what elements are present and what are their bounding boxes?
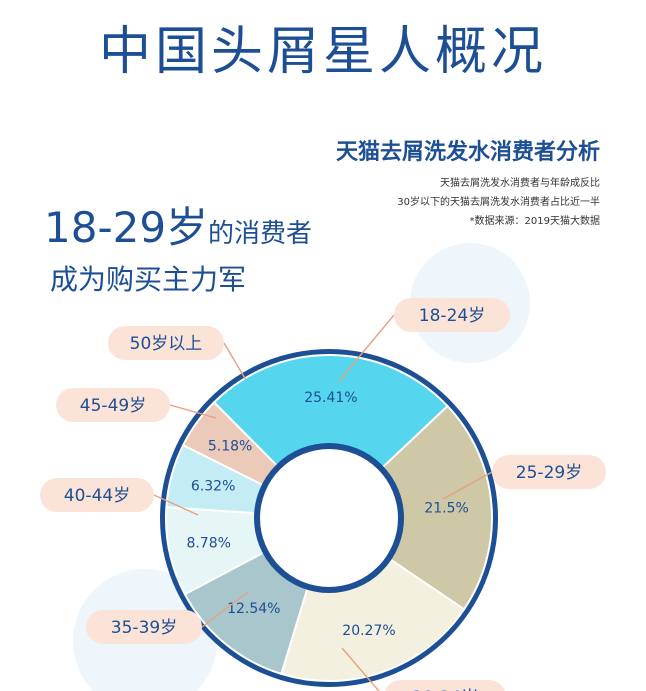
slice-value-label: 5.18% xyxy=(208,439,252,455)
category-label: 40-44岁 xyxy=(64,486,130,506)
callout-line xyxy=(201,591,249,628)
callout-bubble xyxy=(385,680,505,691)
callout-bubble xyxy=(56,388,170,422)
highlight-line2: 成为购买主力军 xyxy=(50,263,247,296)
slice-value-label: 12.54% xyxy=(227,601,280,617)
callout-line xyxy=(169,404,217,419)
slice-value-label: 20.27% xyxy=(342,623,395,639)
callout-bubble xyxy=(394,298,510,332)
category-label: 35-39岁 xyxy=(111,618,177,638)
category-label: 50岁以上 xyxy=(130,334,203,354)
callout-line xyxy=(153,494,199,516)
donut-inner-ring xyxy=(254,443,404,593)
highlight-age: 18-29岁 xyxy=(44,203,209,252)
category-label: 18-24岁 xyxy=(419,306,485,326)
data-source-note: *数据来源：2019天猫大数据 xyxy=(469,216,600,227)
callout-bubble xyxy=(108,326,224,360)
analysis-header: 天猫去屑洗发水消费者分析 天猫去屑洗发水消费者与年龄成反比 30岁以下的天猫去屑… xyxy=(336,134,600,231)
slice-value-label: 6.32% xyxy=(191,479,235,495)
slice-value-label: 25.41% xyxy=(304,390,357,406)
callout-bubble xyxy=(40,478,154,512)
donut-hole xyxy=(260,449,398,587)
category-label: 25-29岁 xyxy=(516,463,582,483)
highlight-headline: 18-29岁的消费者 xyxy=(44,207,312,250)
callout-line xyxy=(338,314,395,382)
slice-value-label: 8.78% xyxy=(186,536,230,552)
callout-bubble xyxy=(86,610,202,644)
analysis-title: 天猫去屑洗发水消费者分析 xyxy=(335,140,600,165)
callout-line xyxy=(223,342,247,381)
category-label: 30-34岁 xyxy=(412,688,478,691)
slice-value-label: 21.5% xyxy=(424,500,468,516)
callout-line xyxy=(341,647,380,691)
analysis-note-2: 30岁以下的天猫去屑洗发水消费者占比近一半 xyxy=(397,197,600,208)
analysis-note-1: 天猫去屑洗发水消费者与年龄成反比 xyxy=(440,178,600,189)
callout-bubble xyxy=(492,455,606,489)
page-title: 中国头屑星人概况 xyxy=(98,22,547,82)
highlight-suffix: 的消费者 xyxy=(208,219,313,249)
callout-line xyxy=(442,471,493,500)
category-label: 45-49岁 xyxy=(80,396,146,416)
